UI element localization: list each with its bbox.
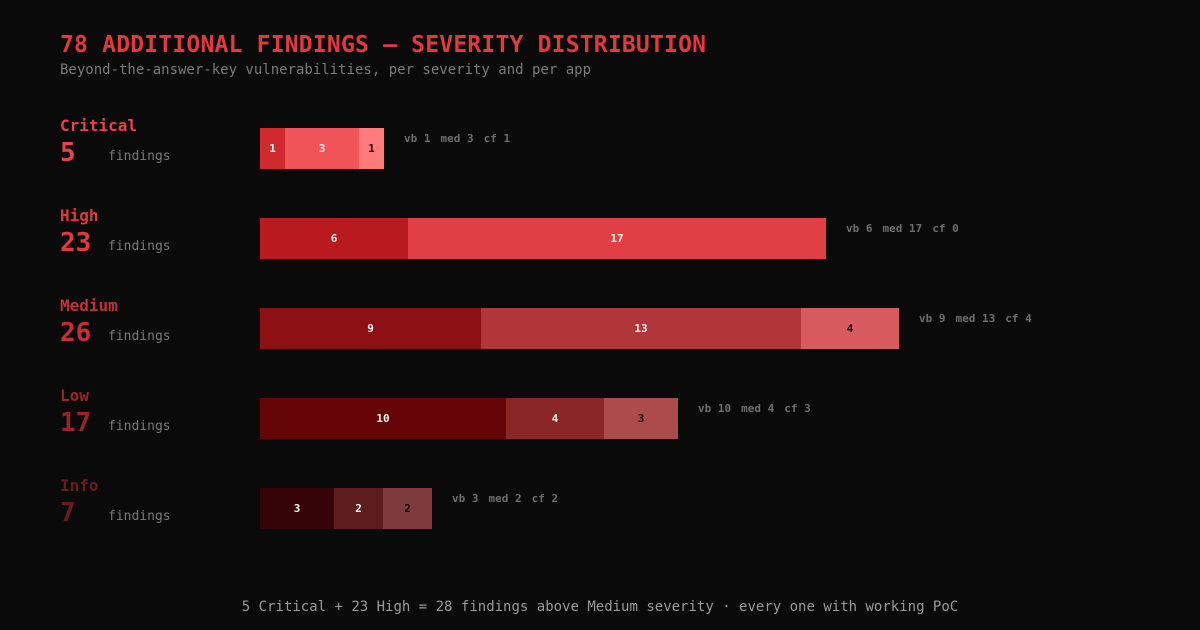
bar-segment-high-med: 17 xyxy=(408,218,826,259)
severity-total-medium: 26 xyxy=(60,318,92,348)
severity-unit-info: findings xyxy=(108,509,171,524)
bar-segment-low-cf: 3 xyxy=(604,398,678,439)
summary-footer: 5 Critical + 23 High = 28 findings above… xyxy=(241,599,959,615)
bar-segment-low-med: 4 xyxy=(506,398,604,439)
breakdown-medium-vb: vb 9 xyxy=(919,312,946,325)
stacked-bar-medium: 9 13 4 xyxy=(260,308,899,349)
chart-title: 78 ADDITIONAL FINDINGS — SEVERITY DISTRI… xyxy=(60,32,707,58)
severity-row-info: Info 7 findings 3 2 2 vb 3 med 2 cf 2 xyxy=(0,476,1200,546)
breakdown-label-low: vb 10 med 4 cf 3 xyxy=(698,402,821,415)
severity-label-high: High xyxy=(60,206,99,225)
severity-total-high: 23 xyxy=(60,228,92,258)
breakdown-low-cf: cf 3 xyxy=(784,402,811,415)
severity-row-low: Low 17 findings 10 4 3 vb 10 med 4 cf 3 xyxy=(0,386,1200,456)
bar-segment-critical-med: 3 xyxy=(285,128,359,169)
bar-segment-medium-cf: 4 xyxy=(801,308,899,349)
breakdown-critical-vb: vb 1 xyxy=(404,132,431,145)
breakdown-high-cf: cf 0 xyxy=(932,222,959,235)
severity-total-critical: 5 xyxy=(60,138,76,168)
breakdown-label-critical: vb 1 med 3 cf 1 xyxy=(404,132,520,145)
bar-segment-medium-med: 13 xyxy=(481,308,801,349)
severity-row-medium: Medium 26 findings 9 13 4 vb 9 med 13 cf 4 xyxy=(0,296,1200,366)
breakdown-high-med: med 17 xyxy=(882,222,923,235)
bar-segment-high-vb: 6 xyxy=(260,218,408,259)
breakdown-info-med: med 2 xyxy=(488,492,522,505)
severity-label-medium: Medium xyxy=(60,296,118,315)
chart-subtitle: Beyond-the-answer-key vulnerabilities, p… xyxy=(60,62,592,78)
breakdown-medium-med: med 13 xyxy=(955,312,996,325)
severity-unit-medium: findings xyxy=(108,329,171,344)
bar-segment-info-med: 2 xyxy=(334,488,383,529)
breakdown-high-vb: vb 6 xyxy=(846,222,873,235)
severity-label-low: Low xyxy=(60,386,89,405)
bar-segment-critical-cf: 1 xyxy=(359,128,384,169)
severity-row-critical: Critical 5 findings 1 3 1 vb 1 med 3 cf 1 xyxy=(0,116,1200,186)
bar-segment-info-vb: 3 xyxy=(260,488,334,529)
stacked-bar-high: 6 17 xyxy=(260,218,826,259)
breakdown-critical-cf: cf 1 xyxy=(483,132,511,145)
severity-unit-high: findings xyxy=(108,239,171,254)
severity-total-info: 7 xyxy=(60,498,76,528)
breakdown-low-vb: vb 10 xyxy=(698,402,732,415)
breakdown-info-cf: cf 2 xyxy=(531,492,559,505)
bar-segment-critical-vb: 1 xyxy=(260,128,285,169)
severity-label-critical: Critical xyxy=(60,116,138,135)
severity-unit-critical: findings xyxy=(108,149,171,164)
severity-row-high: High 23 findings 6 17 vb 6 med 17 cf 0 xyxy=(0,206,1200,276)
bar-segment-info-cf: 2 xyxy=(383,488,432,529)
breakdown-label-info: vb 3 med 2 cf 2 xyxy=(452,492,568,505)
breakdown-medium-cf: cf 4 xyxy=(1005,312,1032,325)
stacked-bar-low: 10 4 3 xyxy=(260,398,678,439)
breakdown-critical-med: med 3 xyxy=(440,132,474,145)
breakdown-low-med: med 4 xyxy=(741,402,775,415)
bar-segment-medium-vb: 9 xyxy=(260,308,481,349)
breakdown-label-medium: vb 9 med 13 cf 4 xyxy=(919,312,1042,325)
severity-total-low: 17 xyxy=(60,408,92,438)
bar-segment-low-vb: 10 xyxy=(260,398,506,439)
breakdown-label-high: vb 6 med 17 cf 0 xyxy=(846,222,969,235)
severity-unit-low: findings xyxy=(108,419,171,434)
severity-label-info: Info xyxy=(60,476,99,495)
breakdown-info-vb: vb 3 xyxy=(452,492,479,505)
